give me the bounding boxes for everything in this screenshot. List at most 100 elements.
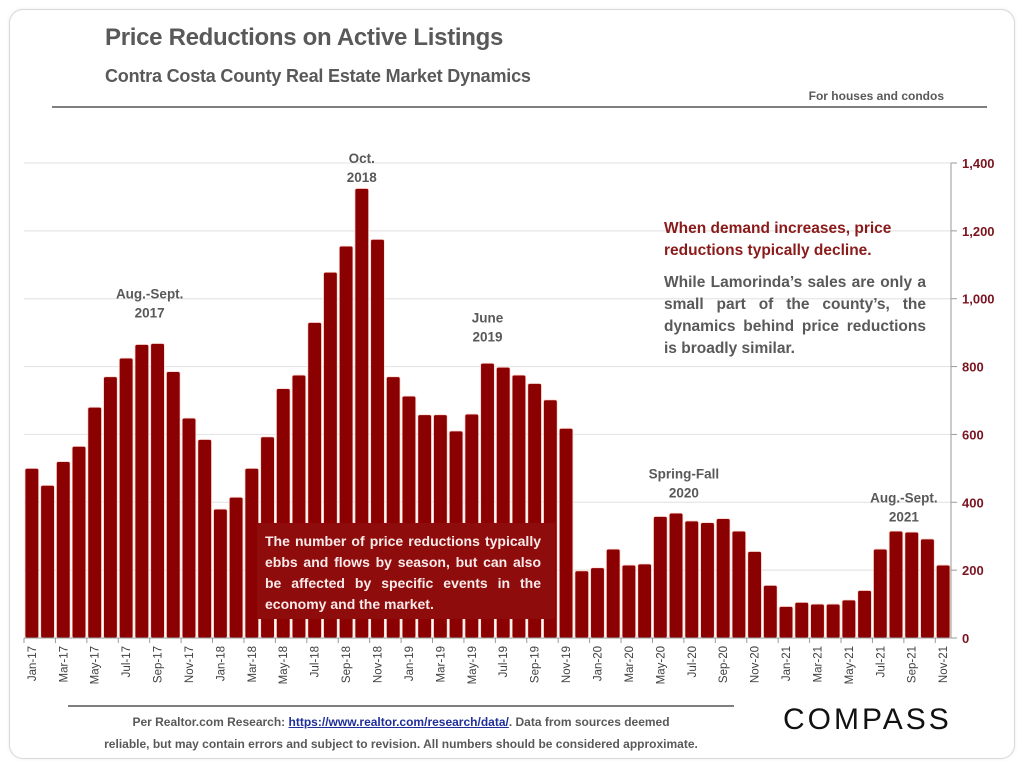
x-tick-label: Mar-21 (812, 646, 824, 682)
bar-Dec-20 (763, 585, 778, 639)
x-tick-label: Sep-19 (530, 646, 542, 683)
bar-Jul-20 (684, 520, 700, 639)
x-tick-label: May-18 (278, 646, 290, 684)
bar-Jan-20 (590, 567, 605, 639)
bar-Jun-17 (103, 376, 118, 639)
bar-Jun-20 (668, 512, 684, 639)
page-subtitle: Contra Costa County Real Estate Market D… (105, 66, 531, 86)
annotation-label: Aug.-Sept. (870, 490, 938, 505)
bar-Dec-17 (197, 439, 212, 639)
x-tick-label: Sep-17 (153, 646, 165, 683)
bar-Apr-21 (825, 603, 841, 639)
source-link[interactable]: https://www.realtor.com/research/data/ (288, 715, 509, 729)
x-tick-label: Sep-21 (907, 646, 919, 683)
x-tick-label: Nov-20 (750, 646, 762, 683)
y-tick-label: 1,000 (962, 292, 995, 307)
y-tick-label: 200 (962, 563, 984, 578)
x-tick-label: Mar-18 (247, 646, 259, 682)
bar-Dec-19 (574, 570, 590, 639)
demand-callout: When demand increases, price reductions … (664, 218, 926, 360)
annotation-label: 2018 (347, 170, 378, 185)
x-tick-label: May-17 (90, 646, 102, 684)
x-tick-label: Nov-17 (184, 646, 196, 683)
x-tick-label: Mar-17 (58, 646, 70, 682)
y-axis: 0 200 400 600 800 1,000 1,200 1,400 (950, 156, 995, 646)
bar-Feb-18 (228, 496, 244, 639)
bar-Jan-17 (24, 467, 40, 639)
bar-Feb-17 (40, 484, 55, 639)
annotations: Aug.-Sept. 2017 Oct. 2018 June 2019 Spring-Fal… (116, 151, 938, 524)
x-tick-label: Jan-17 (27, 646, 39, 681)
annotation-label: 2021 (889, 509, 920, 524)
bar-Nov-17 (181, 417, 197, 639)
x-tick-label: Sep-18 (341, 646, 353, 683)
x-tick-label: Sep-20 (718, 646, 730, 683)
x-tick-label: May-21 (844, 646, 856, 684)
x-tick-label: Nov-19 (561, 646, 573, 683)
footer-suffix: . Data from sources deemed (508, 715, 670, 729)
bar-Sep-20 (715, 518, 731, 639)
scope-note: For houses and condos (808, 89, 944, 103)
bar-Oct-21 (920, 538, 935, 639)
annotation-label: 2020 (669, 486, 699, 501)
bar-Jan-21 (778, 606, 794, 639)
bar-Sep-21 (904, 531, 919, 639)
x-tick-label: Jul-19 (498, 646, 510, 677)
x-tick-label: May-19 (467, 646, 479, 684)
x-tick-label: Nov-21 (938, 646, 950, 683)
source-footer: Per Realtor.com Research: https://www.re… (68, 711, 734, 755)
header-divider (52, 106, 987, 108)
demand-callout-heading: When demand increases, price reductions … (664, 220, 892, 259)
bar-Apr-20 (637, 563, 652, 639)
x-tick-label: Jul-20 (687, 646, 699, 677)
bar-Oct-17 (166, 371, 181, 639)
bar-Jan-18 (213, 508, 228, 639)
bar-Jul-21 (873, 548, 888, 639)
footer-prefix: Per Realtor.com Research: (132, 715, 286, 729)
x-axis: Jan-17 Mar-17 May-17 Jul-17 Sep-17 Nov-17 Jan-… (23, 637, 951, 684)
y-tick-label: 400 (962, 495, 984, 510)
x-tick-label: Jul-18 (310, 646, 322, 677)
bar-Oct-20 (731, 530, 747, 639)
bar-Apr-17 (71, 445, 87, 639)
demand-callout-body: While Lamorinda’s sales are only a small… (664, 274, 926, 357)
footer-divider (68, 705, 734, 707)
footer-disclaimer: reliable, but may contain errors and sub… (104, 737, 698, 751)
bar-Mar-20 (621, 564, 637, 639)
bar-Jun-21 (857, 590, 872, 639)
bar-May-17 (87, 406, 102, 639)
annotation-label: Oct. (349, 151, 375, 166)
bar-Nov-19 (558, 427, 574, 639)
bar-Aug-20 (700, 522, 715, 639)
x-tick-label: Jan-20 (592, 646, 604, 681)
bar-Nov-20 (747, 551, 762, 639)
bar-May-21 (841, 599, 857, 639)
bar-Mar-21 (810, 603, 825, 639)
x-tick-label: Jul-21 (875, 646, 887, 677)
x-tick-label: Nov-18 (373, 646, 385, 683)
bar-Mar-17 (56, 461, 71, 639)
x-tick-label: Mar-20 (624, 646, 636, 682)
y-tick-label: 600 (962, 427, 984, 442)
y-tick-label: 800 (962, 360, 984, 375)
y-tick-label: 1,200 (962, 224, 995, 239)
annotation-label: June (472, 310, 504, 325)
annotation-label: 2019 (472, 329, 502, 344)
bar-Aug-17 (134, 344, 150, 639)
annotation-label: Spring-Fall (649, 467, 720, 482)
x-tick-label: Jan-18 (215, 646, 227, 681)
seasonality-callout: The number of price reductions typically… (257, 523, 555, 619)
bar-Aug-21 (888, 530, 904, 639)
bar-Feb-21 (794, 601, 809, 639)
y-tick-label: 0 (962, 631, 969, 646)
x-tick-label: Mar-19 (435, 646, 447, 682)
bar-May-20 (653, 516, 668, 639)
x-tick-label: Jul-17 (121, 646, 133, 677)
compass-logo: COMPASS (783, 703, 952, 736)
x-tick-label: Jan-21 (781, 646, 793, 681)
x-tick-label: Jan-19 (404, 646, 416, 681)
page-title: Price Reductions on Active Listings (105, 24, 504, 51)
bar-Nov-21 (935, 564, 951, 639)
annotation-label: Aug.-Sept. (116, 287, 184, 302)
annotation-label: 2017 (135, 306, 165, 321)
